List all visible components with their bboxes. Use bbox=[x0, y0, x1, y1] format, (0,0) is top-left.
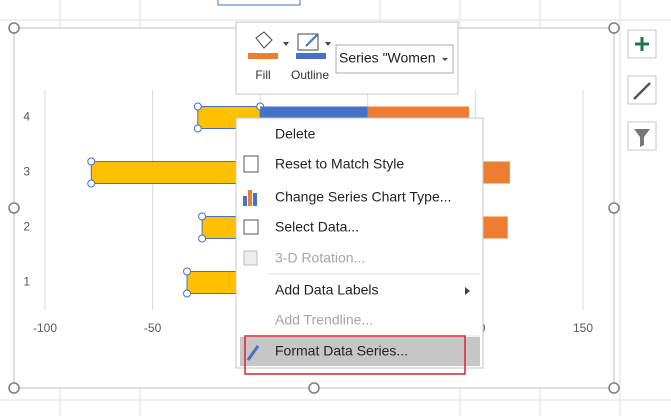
series-name: Series "Women bbox=[339, 50, 436, 66]
mini-toolbar: Fill Outline Series "Women bbox=[235, 21, 459, 95]
fill-swatch bbox=[248, 53, 278, 59]
selection-handle bbox=[193, 102, 202, 111]
menu-icons bbox=[243, 155, 260, 361]
menu-item[interactable]: Select Data... bbox=[275, 219, 359, 235]
selection-handle bbox=[193, 124, 202, 133]
selection-handle bbox=[198, 234, 207, 243]
fill-button[interactable]: Fill bbox=[248, 31, 289, 82]
red-highlight-box bbox=[244, 335, 466, 375]
dropdown-arrow bbox=[442, 58, 448, 61]
menu-item[interactable]: Format Data Series... bbox=[275, 343, 408, 359]
dropdown-arrow bbox=[325, 42, 331, 46]
selection-handle bbox=[87, 157, 96, 166]
selected-cell bbox=[217, 0, 301, 6]
selection-handle bbox=[183, 267, 192, 276]
dropdown-arrow bbox=[283, 42, 289, 46]
menu-item: Add Trendline... bbox=[275, 312, 373, 328]
series-dropdown[interactable]: Series "Women bbox=[335, 44, 454, 74]
x-tick-label: 150 bbox=[573, 321, 593, 335]
chart-buttons[interactable] bbox=[627, 29, 657, 151]
menu-box bbox=[235, 117, 484, 369]
selection-handle bbox=[183, 289, 192, 298]
context-menu: Delete Reset to Match Style Change Series … bbox=[235, 117, 484, 375]
outline-label: Outline bbox=[291, 68, 329, 82]
outline-swatch bbox=[296, 53, 326, 59]
submenu-arrow bbox=[465, 287, 470, 295]
pen-icon bbox=[305, 33, 319, 47]
chart-handles bbox=[8, 22, 620, 394]
menu-item[interactable]: Add Data Labels bbox=[275, 282, 379, 298]
fill-label: Fill bbox=[255, 68, 270, 82]
fill-icon bbox=[255, 31, 273, 49]
menu-item[interactable]: Delete bbox=[275, 126, 316, 142]
brush-icon bbox=[633, 82, 651, 100]
selection-handle bbox=[87, 179, 96, 188]
y-tick-label: 1 bbox=[23, 275, 30, 289]
menu-item[interactable]: Reset to Match Style bbox=[275, 156, 404, 172]
y-tick-label: 3 bbox=[23, 165, 30, 179]
dropdown-box bbox=[335, 44, 454, 74]
y-tick-label: 2 bbox=[23, 220, 30, 234]
outline-button[interactable]: Outline bbox=[291, 33, 331, 82]
menu-highlight bbox=[240, 337, 480, 366]
y-tick-label: 4 bbox=[23, 110, 30, 124]
menu-item[interactable]: Change Series Chart Type... bbox=[275, 189, 451, 205]
plus-icon bbox=[635, 37, 649, 51]
filter-icon bbox=[634, 129, 650, 147]
x-tick-label: -50 bbox=[144, 321, 162, 335]
bar bbox=[90, 161, 261, 184]
selection-handle bbox=[198, 212, 207, 221]
x-tick-label: -100 bbox=[33, 321, 57, 335]
menu-item: 3-D Rotation... bbox=[275, 250, 365, 266]
